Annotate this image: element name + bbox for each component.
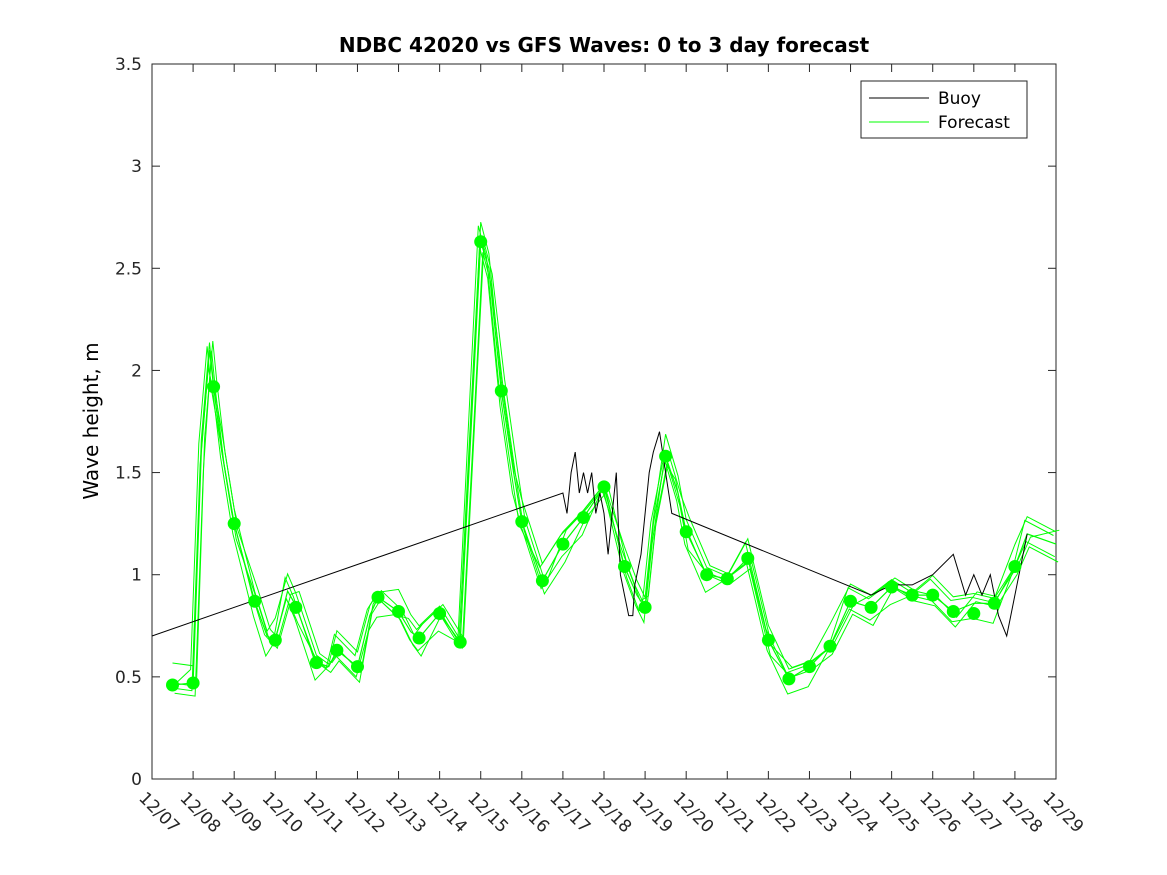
forecast-marker xyxy=(597,480,611,494)
forecast-marker xyxy=(864,600,878,614)
forecast-marker xyxy=(638,600,652,614)
legend: Buoy Forecast xyxy=(860,80,1028,139)
y-tick-label: 1 xyxy=(131,566,142,586)
forecast-marker xyxy=(248,594,262,608)
forecast-ensemble-line xyxy=(172,221,1057,670)
y-tick-label: 0.5 xyxy=(115,668,142,688)
legend-box xyxy=(860,80,1028,139)
forecast-marker xyxy=(659,449,673,463)
forecast-marker xyxy=(679,525,693,539)
forecast-marker xyxy=(268,633,282,647)
forecast-marker xyxy=(186,676,200,690)
forecast-marker xyxy=(556,537,570,551)
y-tick-label: 3 xyxy=(131,157,142,177)
legend-label-buoy: Buoy xyxy=(938,89,981,109)
chart-title: NDBC 42020 vs GFS Waves: 0 to 3 day fore… xyxy=(339,33,870,57)
buoy-line xyxy=(151,431,1028,638)
forecast-marker xyxy=(987,596,1001,610)
forecast-marker xyxy=(433,607,447,620)
forecast-marker xyxy=(700,568,714,582)
forecast-marker xyxy=(761,633,775,647)
plot-area xyxy=(151,63,1057,780)
forecast-marker xyxy=(577,511,590,524)
plot-axes xyxy=(151,63,1057,780)
forecast-marker xyxy=(166,678,179,692)
forecast-marker xyxy=(227,517,241,531)
forecast-marker xyxy=(330,643,344,657)
forecast-marker xyxy=(535,574,549,588)
forecast-marker xyxy=(741,551,755,565)
forecast-marker xyxy=(474,235,488,249)
forecast-marker xyxy=(207,380,221,394)
forecast-marker xyxy=(844,594,857,608)
legend-label-forecast: Forecast xyxy=(938,113,1010,133)
forecast-marker xyxy=(309,656,323,670)
forecast-marker xyxy=(720,572,734,586)
forecast-marker xyxy=(885,580,899,594)
y-tick-label: 0 xyxy=(131,770,142,790)
y-axis-label: Wave height, m xyxy=(79,342,103,499)
forecast-marker xyxy=(618,560,631,573)
forecast-marker xyxy=(967,607,981,620)
forecast-marker xyxy=(412,631,426,645)
forecast-marker xyxy=(823,639,837,653)
forecast-marker xyxy=(289,600,303,614)
y-axis: 0 0.5 1 1.5 2 2.5 3 3.5 xyxy=(115,55,1056,790)
forecast-marker xyxy=(905,588,919,602)
forecast-ensemble-line xyxy=(174,252,1059,697)
forecast-marker xyxy=(946,605,960,618)
forecast-marker xyxy=(392,605,405,618)
y-tick-label: 1.5 xyxy=(115,464,142,484)
y-tick-label: 2 xyxy=(131,361,142,381)
forecast-marker xyxy=(803,660,816,674)
forecast-marker xyxy=(1008,560,1022,573)
forecast-marker xyxy=(351,660,364,674)
y-tick-label: 2.5 xyxy=(115,259,142,279)
forecast-marker xyxy=(494,384,508,398)
forecast-marker xyxy=(926,588,940,602)
forecast-marker xyxy=(371,590,385,604)
forecast-marker xyxy=(453,635,467,649)
forecast-marker xyxy=(782,672,796,686)
plot-series xyxy=(151,221,1060,697)
y-tick-label: 3.5 xyxy=(115,55,142,75)
forecast-marker xyxy=(515,515,529,529)
